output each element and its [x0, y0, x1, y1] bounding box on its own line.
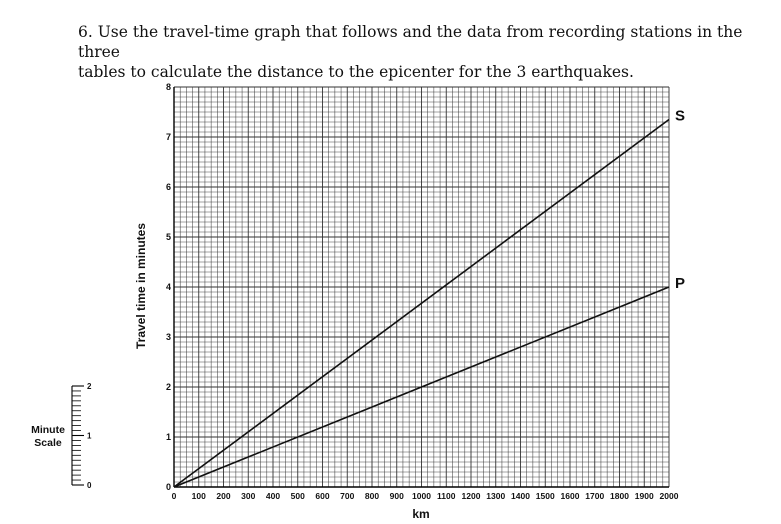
- minute-scale-tick-label: 0: [87, 481, 92, 490]
- question-line-1: 6. Use the travel-time graph that follow…: [78, 23, 743, 61]
- chart-grid: [173, 86, 670, 488]
- minute-scale-label-1: Minute: [31, 424, 65, 436]
- x-tick-label: 900: [390, 491, 404, 501]
- x-tick-label: 2000: [660, 491, 679, 501]
- series-line-s: [173, 118, 670, 488]
- x-tick-label: 300: [241, 491, 255, 501]
- x-tick-label: 400: [266, 491, 280, 501]
- x-tick-label: 1200: [462, 491, 481, 501]
- series-line-p: [173, 286, 670, 488]
- x-tick-label: 1500: [536, 491, 555, 501]
- x-tick-label: 700: [340, 491, 354, 501]
- x-tick-label: 1100: [437, 491, 456, 501]
- series-label-s: S: [675, 108, 685, 125]
- y-tick-label: 1: [166, 432, 171, 442]
- minute-scale-tick-label: 2: [87, 382, 92, 391]
- chart-series: SP: [173, 108, 685, 488]
- y-tick-label: 4: [166, 282, 171, 292]
- y-tick-label: 2: [166, 382, 171, 392]
- chart-axes: [173, 87, 669, 488]
- x-tick-label: 1900: [635, 491, 654, 501]
- y-tick-label: 6: [166, 182, 171, 192]
- x-tick-label: 1700: [585, 491, 604, 501]
- x-axis-label: km: [412, 507, 429, 521]
- chart-tick-labels: 0 100 200 300 400 500 600 700 800 900 1000 1100 1200…: [166, 82, 679, 501]
- x-tick-label: 1600: [561, 491, 580, 501]
- x-tick-label: 0: [172, 491, 177, 501]
- y-tick-label: 3: [166, 332, 171, 342]
- minute-scale-tick-label: 1: [87, 432, 92, 441]
- series-label-p: P: [675, 275, 685, 292]
- x-tick-label: 800: [365, 491, 379, 501]
- x-tick-label: 100: [192, 491, 206, 501]
- x-tick-label: 1800: [610, 491, 629, 501]
- minute-scale-label-2: Scale: [34, 437, 62, 449]
- x-tick-label: 1000: [412, 491, 431, 501]
- y-tick-label: 5: [166, 232, 171, 242]
- minute-scale: Minute Scale 0 1 2: [31, 382, 92, 490]
- y-axis-label: Travel time in minutes: [134, 223, 148, 349]
- y-tick-label: 8: [166, 82, 171, 92]
- question-line-2: tables to calculate the distance to the …: [78, 63, 634, 81]
- y-tick-label: 7: [166, 132, 171, 142]
- x-tick-label: 600: [315, 491, 329, 501]
- x-tick-label: 500: [291, 491, 305, 501]
- y-tick-label: 0: [166, 482, 171, 492]
- x-tick-label: 200: [216, 491, 230, 501]
- x-tick-label: 1300: [486, 491, 505, 501]
- question-text: 6. Use the travel-time graph that follow…: [78, 22, 768, 82]
- x-tick-label: 1400: [511, 491, 530, 501]
